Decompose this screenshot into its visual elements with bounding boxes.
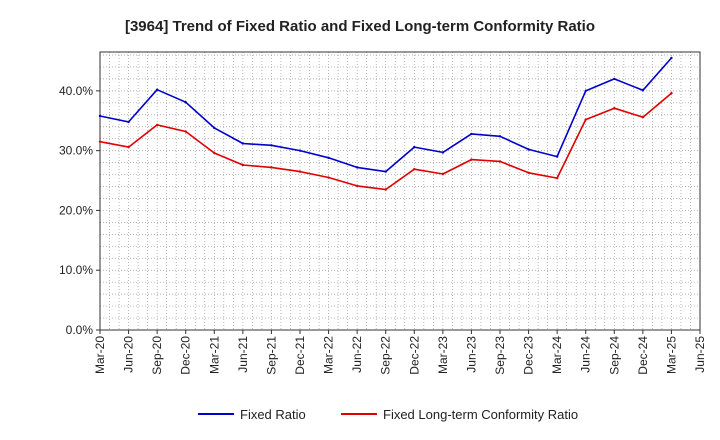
data-point xyxy=(384,188,387,191)
data-point xyxy=(555,155,559,158)
x-tick-label: Jun-23 xyxy=(464,336,478,373)
data-point xyxy=(470,132,473,136)
x-tick-label: Mar-24 xyxy=(550,336,564,374)
data-point xyxy=(527,171,530,174)
data-point xyxy=(355,166,359,169)
y-tick-label: 20.0% xyxy=(59,203,93,217)
x-tick-label: Dec-20 xyxy=(179,336,193,375)
plot-area: 0.0% 10.0% 20.0% 30.0% 40.0% Mar-20 Jun-20 Sep-… xyxy=(59,51,707,375)
x-tick-label: Mar-23 xyxy=(436,336,450,374)
x-tick-label: Dec-23 xyxy=(522,336,536,375)
data-point xyxy=(527,148,530,151)
data-point xyxy=(298,149,302,152)
x-tick-label: Mar-21 xyxy=(207,336,221,374)
x-tick-label: Jun-25 xyxy=(693,336,707,373)
legend: Fixed Ratio Fixed Long-term Conformity Ra… xyxy=(198,407,578,422)
x-tick-label: Mar-22 xyxy=(322,336,336,374)
data-point xyxy=(127,145,130,149)
data-point xyxy=(670,92,673,95)
data-point xyxy=(98,140,102,143)
plot-background xyxy=(100,52,700,330)
data-point xyxy=(613,77,616,81)
data-point xyxy=(184,101,187,104)
data-point xyxy=(355,184,359,188)
data-point xyxy=(613,106,616,110)
data-point xyxy=(441,172,445,176)
data-point xyxy=(555,176,559,180)
data-point xyxy=(127,120,130,124)
x-tick-label: Jun-21 xyxy=(236,336,250,373)
plot-frame xyxy=(99,51,701,331)
x-tick-label: Mar-25 xyxy=(664,336,678,374)
x-tick-label: Jun-24 xyxy=(579,336,593,373)
y-tick-label: 10.0% xyxy=(59,263,93,277)
data-point xyxy=(213,151,216,155)
data-point xyxy=(498,160,502,163)
x-tick-label: Mar-20 xyxy=(93,336,107,374)
x-tick-label: Sep-20 xyxy=(150,336,164,375)
x-tick-label: Dec-21 xyxy=(293,336,307,375)
data-point xyxy=(270,144,273,147)
data-point xyxy=(327,156,330,160)
data-point xyxy=(641,89,645,92)
data-point xyxy=(213,126,216,130)
y-tick-label: 0.0% xyxy=(66,323,94,337)
data-point xyxy=(413,167,416,171)
data-point xyxy=(327,176,330,179)
data-point xyxy=(498,135,502,138)
data-point xyxy=(441,151,445,154)
data-point xyxy=(413,145,416,149)
data-point xyxy=(98,114,102,118)
x-tick-label: Dec-22 xyxy=(407,336,421,375)
legend-label-1: Fixed Ratio xyxy=(240,407,306,422)
x-tick-label: Jun-22 xyxy=(350,336,364,373)
x-tick-label: Sep-22 xyxy=(379,336,393,375)
data-point xyxy=(184,130,187,133)
data-point xyxy=(155,123,159,127)
x-tick-label: Dec-24 xyxy=(636,336,650,375)
data-point xyxy=(670,56,673,60)
data-point xyxy=(584,118,587,121)
data-point xyxy=(270,166,273,169)
data-point xyxy=(241,142,245,145)
data-point xyxy=(641,115,645,119)
y-tick-label: 30.0% xyxy=(59,144,93,158)
x-tick-label: Sep-23 xyxy=(493,336,507,375)
chart-title: [3964] Trend of Fixed Ratio and Fixed Lo… xyxy=(125,18,595,35)
legend-label-2: Fixed Long-term Conformity Ratio xyxy=(383,407,578,422)
x-tick-label: Jun-20 xyxy=(122,336,136,373)
data-point xyxy=(155,88,159,91)
data-point xyxy=(241,163,245,167)
x-tick-label: Sep-24 xyxy=(607,336,621,375)
data-point xyxy=(298,170,302,173)
data-point xyxy=(470,158,473,161)
y-tick-label: 40.0% xyxy=(59,84,93,98)
x-tick-label: Sep-21 xyxy=(264,336,278,375)
data-point xyxy=(584,89,587,93)
data-point xyxy=(384,170,387,173)
